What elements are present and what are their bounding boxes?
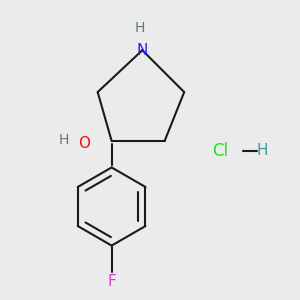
- Text: Cl: Cl: [212, 142, 229, 160]
- Text: N: N: [136, 43, 148, 58]
- Text: O: O: [78, 136, 90, 151]
- Text: H: H: [256, 143, 268, 158]
- Text: H: H: [134, 21, 145, 35]
- Text: H: H: [59, 133, 69, 146]
- Text: F: F: [107, 274, 116, 290]
